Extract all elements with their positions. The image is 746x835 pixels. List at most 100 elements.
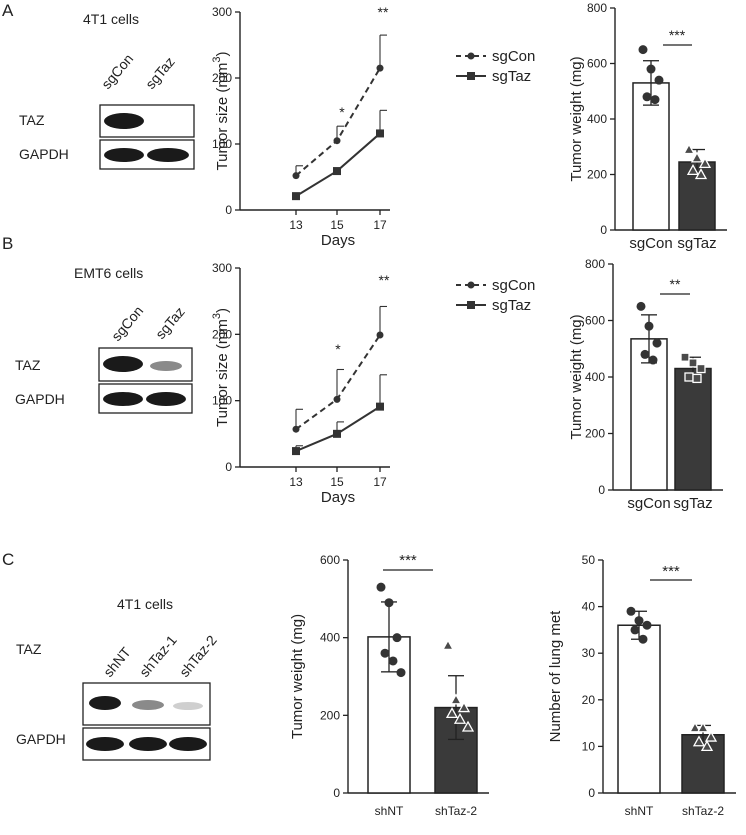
data-point <box>652 338 662 348</box>
data-point <box>644 321 654 331</box>
data-point <box>646 64 656 74</box>
y-tick-label: 200 <box>585 427 605 441</box>
blot-band <box>169 737 207 751</box>
blot-band <box>146 392 186 406</box>
data-point <box>682 143 696 155</box>
y-tick-label: 0 <box>598 483 605 497</box>
blot-row-label: TAZ <box>19 112 45 128</box>
bar <box>632 82 670 231</box>
blot-band <box>147 148 189 162</box>
blot-lane-label: sgCon <box>108 303 146 344</box>
x-tick-label: 17 <box>373 475 387 489</box>
data-point <box>333 395 341 403</box>
data-point <box>457 701 471 713</box>
legend-label: sgCon <box>492 48 535 65</box>
data-point <box>630 625 640 635</box>
data-point <box>392 633 402 643</box>
data-point <box>692 373 702 384</box>
x-category-label: shNT <box>375 804 404 818</box>
significance-mark: * <box>335 341 341 357</box>
data-point <box>688 358 698 368</box>
significance-mark: * <box>339 104 345 120</box>
legend-marker <box>467 281 475 289</box>
blot-band <box>103 356 143 372</box>
y-tick-label: 50 <box>582 553 596 567</box>
y-tick-label: 400 <box>320 631 340 645</box>
blot-band <box>86 737 124 751</box>
bar <box>674 367 712 491</box>
cells-label-b: EMT6 cells <box>74 265 143 281</box>
data-point <box>380 648 390 658</box>
x-category-label: shNT <box>625 804 654 818</box>
data-point <box>700 740 714 752</box>
x-category-label: sgTaz <box>673 495 712 512</box>
data-point <box>634 616 644 626</box>
y-tick-label: 600 <box>320 553 340 567</box>
y-tick-label: 10 <box>582 739 596 753</box>
data-point <box>680 352 690 362</box>
x-tick-label: 15 <box>330 218 344 232</box>
western-blot-b: sgCon sgTaz TAZ GAPDH <box>15 303 193 414</box>
data-point <box>292 425 300 433</box>
x-category-label: sgCon <box>627 495 670 512</box>
x-tick-label: 13 <box>289 218 303 232</box>
y-tick-label: 600 <box>587 57 607 71</box>
blot-lane-label: sgCon <box>98 51 136 92</box>
data-point <box>698 157 712 169</box>
data-point <box>640 349 650 359</box>
cells-label-c: 4T1 cells <box>117 596 173 612</box>
blot-row-label: GAPDH <box>15 391 65 407</box>
y-tick-label: 800 <box>587 1 607 15</box>
x-category-label: sgCon <box>629 235 672 252</box>
western-blot-a: sgCon sgTaz TAZ GAPDH <box>19 51 195 170</box>
data-point <box>376 129 384 138</box>
legend-label: sgTaz <box>492 68 531 85</box>
x-category-label: sgTaz <box>677 235 716 252</box>
y-axis-label: Tumor weight (mg) <box>568 56 585 181</box>
blot-lane-label: shTaz-2 <box>176 632 220 680</box>
data-point <box>650 95 660 105</box>
data-point <box>626 606 636 616</box>
y-axis-label: Tumor weight (mg) <box>568 314 585 439</box>
chart-b-size: 0 100 200 300 Tumor size (mm3) 13 15 17 Days sgCo… <box>211 261 535 506</box>
y-tick-label: 100 <box>212 137 232 151</box>
series-line <box>295 405 381 453</box>
blot-lane-label: sgTaz <box>152 304 188 342</box>
panel-a: A 4T1 cells sgCon sgTaz TAZ GAPDH <box>2 1 195 170</box>
y-tick-label: 0 <box>225 460 232 474</box>
blot-band <box>103 392 143 406</box>
y-tick-label: 300 <box>212 261 232 275</box>
legend-marker <box>467 52 475 60</box>
y-tick-label: 300 <box>212 5 232 19</box>
y-tick-label: 600 <box>585 314 605 328</box>
blot-lane-label: sgTaz <box>142 54 178 92</box>
data-point <box>642 620 652 630</box>
significance-mark: ** <box>378 4 389 20</box>
blot-row-label: GAPDH <box>16 731 66 747</box>
data-point <box>388 656 398 666</box>
data-point <box>333 137 341 145</box>
y-tick-label: 0 <box>225 203 232 217</box>
legend-marker <box>467 72 475 80</box>
data-point <box>449 693 463 705</box>
blot-band <box>104 113 144 129</box>
data-point <box>684 372 694 382</box>
panel-label-a: A <box>2 1 14 20</box>
data-point <box>636 301 646 311</box>
data-point <box>376 582 386 592</box>
data-point <box>692 735 706 747</box>
data-point <box>445 707 459 719</box>
x-category-label: shTaz-2 <box>435 804 477 818</box>
x-axis-label: Days <box>321 232 355 249</box>
y-tick-label: 100 <box>212 394 232 408</box>
significance-mark: *** <box>399 552 417 569</box>
bar <box>630 338 668 491</box>
y-axis-label: Tumor size (mm3) <box>211 52 231 171</box>
cells-label-a: 4T1 cells <box>83 11 139 27</box>
y-tick-label: 20 <box>582 693 596 707</box>
x-tick-label: 13 <box>289 475 303 489</box>
data-point <box>694 168 708 180</box>
blot-lane-label: shNT <box>100 644 134 680</box>
y-tick-label: 0 <box>600 223 607 237</box>
